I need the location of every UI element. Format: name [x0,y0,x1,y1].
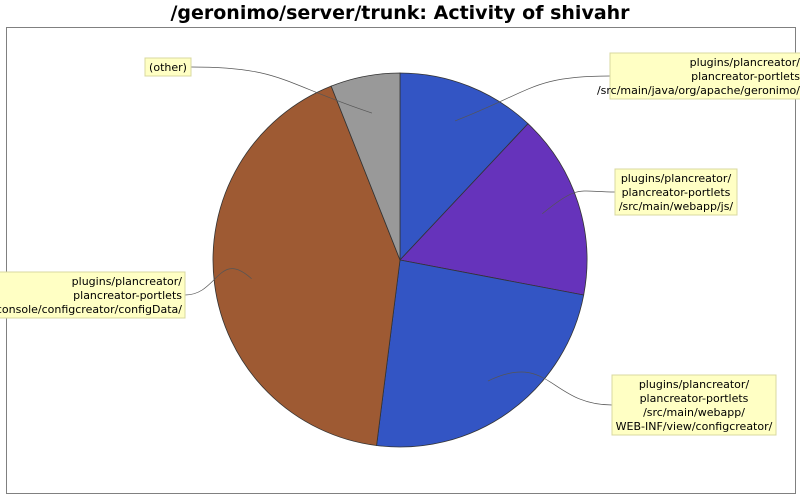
pie-slice [330,72,401,261]
slice-label-line: plancreator-portlets [622,186,731,199]
slice-label-line: plugins/plancreator/ [621,172,732,185]
leader-line [190,66,373,114]
leader-lines [184,66,616,406]
pie-slice [376,259,585,448]
leader-line [184,268,252,296]
slice-labels: plugins/plancreator/plancreator-portlets… [0,52,800,436]
leader-line [542,190,616,215]
slice-label: plugins/plancreator/plancreator-portlets… [597,52,800,100]
slice-label-line: /src/main/java/org/apache/geronimo/conso… [0,303,182,316]
slice-label-background [611,374,777,436]
pie-slice [399,123,588,296]
leader-line [487,371,613,406]
slice-label-line: plancreator-portlets [73,289,182,302]
slice-label-line: plancreator-portlets [691,70,800,83]
slice-label-background [609,52,800,100]
slice-label-line: plugins/plancreator/ [72,275,183,288]
pie-slice [212,85,401,446]
slice-label-line: /src/main/webapp/ [643,406,745,419]
slice-label-line: WEB-INF/view/configcreator/ [616,420,773,433]
slice-label-background [0,271,186,319]
slice-label: plugins/plancreator/plancreator-portlets… [614,168,738,216]
leader-line [454,75,611,122]
plot-area-frame [6,27,796,494]
slice-label-line: plugins/plancreator/ [639,378,750,391]
slice-label: plugins/plancreator/plancreator-portlets… [0,271,186,319]
slice-label-background [614,168,738,216]
pie-slices [212,72,588,448]
chart-title: /geronimo/server/trunk: Activity of shiv… [170,2,630,24]
slice-label-line: /src/main/java/org/apache/geronimo/ [597,84,800,97]
pie-slice [399,72,529,262]
slice-label-line: /src/main/webapp/js/ [619,200,734,213]
slice-label-line: (other) [149,61,187,74]
slice-label-line: plugins/plancreator/ [690,56,800,69]
slice-label: (other) [144,57,192,77]
slice-label: plugins/plancreator/plancreator-portlets… [611,374,777,436]
slice-label-background [144,57,192,77]
slice-label-line: plancreator-portlets [640,392,749,405]
